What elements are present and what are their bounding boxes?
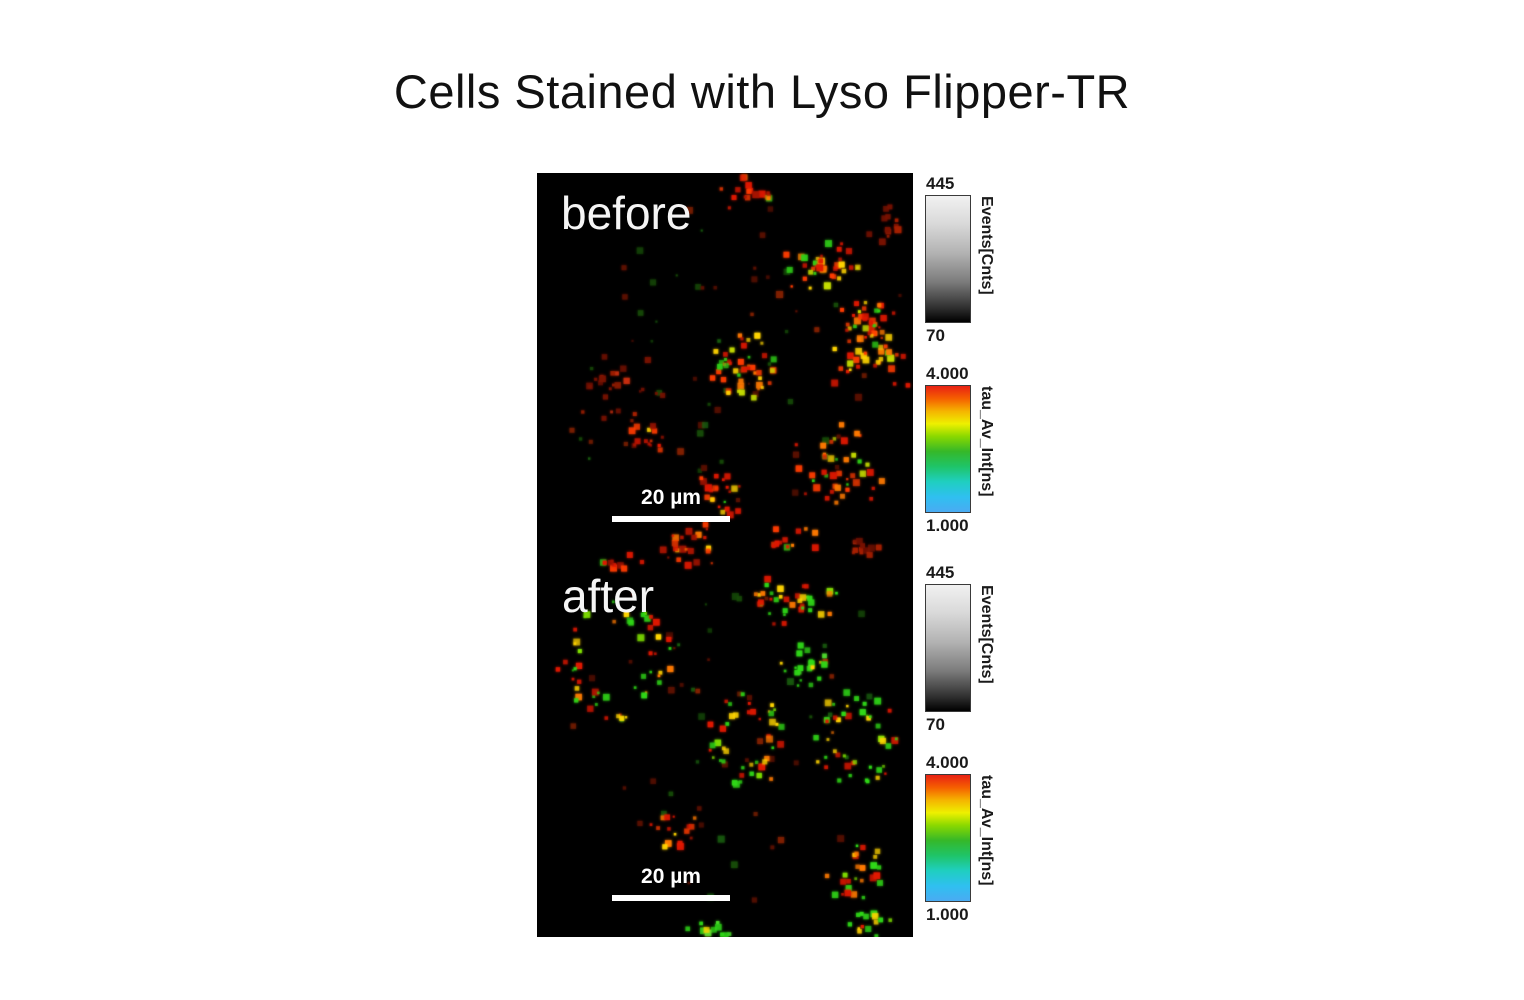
colorbar-gradient-grayscale [925, 584, 971, 712]
scale-bar-before-line [612, 516, 730, 522]
colorbar-max-value: 445 [926, 174, 955, 193]
colorbar-events-before: 445 70 Events[Cnts] [925, 175, 1005, 344]
colorbar-events-after: 445 70 Events[Cnts] [925, 564, 1005, 733]
colorbar-axis-label: Events[Cnts] [978, 196, 995, 295]
colorbar-gradient-rainbow [925, 385, 971, 513]
scale-bar-before-text: 20 µm [641, 486, 701, 509]
colorbar-max-value: 4.000 [926, 753, 969, 772]
microscopy-panel: before after 20 µm 20 µm [537, 173, 913, 937]
scale-bar-before: 20 µm [612, 486, 730, 522]
colorbar-gradient-grayscale [925, 195, 971, 323]
colorbar-tau-after: 4.000 1.000 tau_Av_Int[ns] [925, 754, 1005, 923]
before-label: before [561, 187, 692, 239]
figure-title: Cells Stained with Lyso Flipper-TR [393, 65, 1131, 118]
colorbar-axis-label: Events[Cnts] [978, 585, 995, 684]
colorbar-axis-label: tau_Av_Int[ns] [978, 775, 995, 886]
colorbar-min-value: 1.000 [926, 516, 969, 535]
after-label: after [562, 570, 655, 622]
colorbar-min-value: 70 [926, 326, 945, 345]
colorbar-max-value: 445 [926, 563, 955, 582]
scale-bar-after-line [612, 895, 730, 901]
colorbar-min-value: 1.000 [926, 905, 969, 924]
scale-bar-after: 20 µm [612, 865, 730, 901]
cells-fluorescence-image [537, 173, 913, 937]
colorbar-min-value: 70 [926, 715, 945, 734]
colorbar-gradient-rainbow [925, 774, 971, 902]
colorbar-max-value: 4.000 [926, 364, 969, 383]
scale-bar-after-text: 20 µm [641, 865, 701, 888]
colorbar-tau-before: 4.000 1.000 tau_Av_Int[ns] [925, 365, 1005, 534]
colorbar-axis-label: tau_Av_Int[ns] [978, 386, 995, 497]
